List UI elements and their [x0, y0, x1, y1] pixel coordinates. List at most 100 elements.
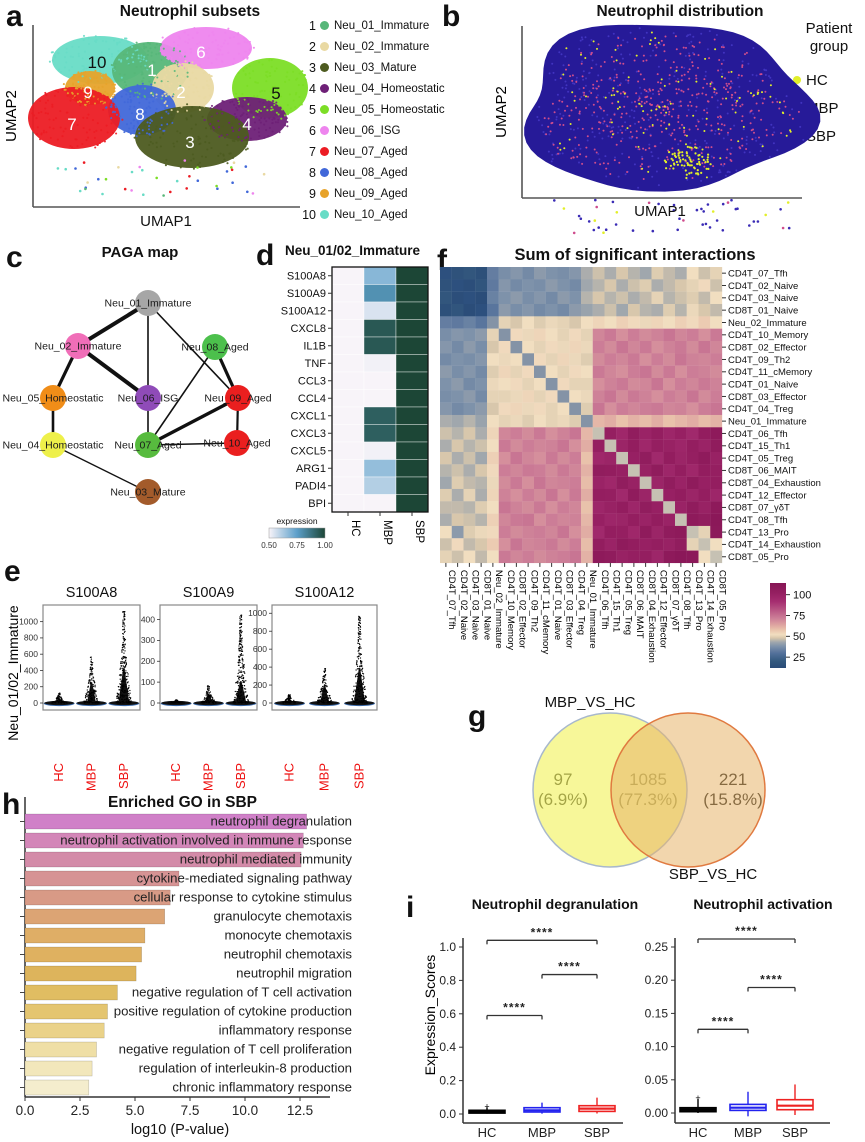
svg-text:monocyte chemotaxis: monocyte chemotaxis	[224, 928, 352, 943]
svg-text:MBP: MBP	[201, 763, 216, 791]
svg-text:0.25: 0.25	[645, 940, 669, 954]
svg-text:CD8T_06_MAIT: CD8T_06_MAIT	[634, 570, 645, 639]
neutrophil-subsets-legend: 1 Neu_01_Immature 2 Neu_02_Immature 3 Neu_03_…	[294, 15, 445, 225]
svg-text:CD4T_10_Memory: CD4T_10_Memory	[728, 330, 808, 341]
svg-text:negative regulation of T cell: negative regulation of T cell proliferat…	[119, 1042, 352, 1057]
svg-text:S100A8: S100A8	[66, 585, 118, 601]
svg-text:0.0: 0.0	[16, 1103, 35, 1118]
svg-text:400: 400	[24, 665, 38, 675]
svg-text:100: 100	[793, 589, 811, 601]
panel-letter-c: c	[6, 241, 23, 274]
panel-letter-e: e	[4, 555, 21, 588]
svg-text:neutrophil activation involved: neutrophil activation involved in immune…	[60, 833, 352, 848]
svg-text:400: 400	[253, 662, 267, 672]
svg-text:Neu_05_Homeostatic: Neu_05_Homeostatic	[3, 393, 104, 405]
svg-text:****: ****	[712, 1014, 735, 1028]
paga-map-plot: Neu_01_Immature Neu_02_Immature Neu_08_Age…	[3, 290, 272, 505]
svg-text:CD8T_05_Pro: CD8T_05_Pro	[716, 570, 727, 631]
svg-text:800: 800	[24, 633, 38, 643]
panel-c-title: PAGA map	[101, 244, 179, 261]
svg-text:MBP: MBP	[84, 763, 99, 791]
svg-text:HC: HC	[168, 763, 183, 782]
svg-text:CD4T_01_Naive: CD4T_01_Naive	[552, 570, 563, 640]
svg-text:CD4T_04_Treg: CD4T_04_Treg	[575, 570, 586, 635]
svg-text:200: 200	[141, 656, 155, 666]
legend-item: 4 Neu_04_Homeostatic	[309, 81, 445, 96]
svg-text:S100A12: S100A12	[295, 585, 355, 601]
svg-text:CD4T_14_Exhaustion: CD4T_14_Exhaustion	[705, 570, 716, 663]
svg-text:****: ****	[531, 925, 554, 939]
svg-text:1.00: 1.00	[317, 541, 333, 550]
panel-letter-i: i	[406, 891, 415, 924]
svg-text:400: 400	[141, 614, 155, 624]
legend-item: 6 Neu_06_ISG	[309, 123, 401, 138]
svg-text:0.0: 0.0	[439, 1107, 456, 1121]
svg-text:Neu_02_Immature: Neu_02_Immature	[493, 570, 504, 649]
panel-f-title: Sum of significant interactions	[514, 246, 756, 264]
svg-text:0.10: 0.10	[645, 1040, 669, 1054]
svg-text:IL1B: IL1B	[303, 340, 326, 352]
svg-text:3: 3	[185, 133, 194, 152]
legend-item: 7 Neu_07_Aged	[309, 144, 408, 159]
svg-text:Neu_01_Immature: Neu_01_Immature	[105, 298, 192, 310]
svg-text:UMAP2: UMAP2	[3, 90, 20, 142]
svg-text:SBP: SBP	[413, 520, 425, 543]
svg-text:CD8T_05_Pro: CD8T_05_Pro	[728, 552, 789, 563]
svg-text:CD4T_09_Th2: CD4T_09_Th2	[728, 355, 790, 366]
svg-text:0.75: 0.75	[289, 541, 305, 550]
umap-distribution-plot: UMAP1 UMAP2	[493, 24, 821, 235]
svg-text:Expression_Scores: Expression_Scores	[422, 955, 438, 1076]
svg-text:CD4T_03_Naive: CD4T_03_Naive	[470, 570, 481, 640]
svg-text:CD4T_13_Pro: CD4T_13_Pro	[728, 527, 789, 538]
svg-text:CCL4: CCL4	[298, 393, 326, 405]
svg-text:200: 200	[253, 680, 267, 690]
svg-text:S100A9: S100A9	[287, 288, 326, 300]
svg-text:600: 600	[24, 649, 38, 659]
legend-item: 3 Neu_03_Mature	[309, 60, 417, 75]
violin-plots: Neu_01/02_Immature S100A8 0 200 400 600 800 100…	[5, 585, 378, 791]
svg-text:+: +	[484, 1101, 489, 1111]
svg-text:****: ****	[735, 924, 758, 938]
svg-text:0: 0	[150, 698, 155, 708]
venn-left-set-label: MBP_VS_HC	[544, 694, 636, 711]
svg-text:Neu_04_Homeostatic: Neu_04_Homeostatic	[3, 440, 104, 452]
svg-text:CD4T_15_Th1: CD4T_15_Th1	[611, 570, 622, 632]
svg-text:CD4T_10_Memory: CD4T_10_Memory	[505, 570, 516, 650]
svg-text:CD4T_09_Th2: CD4T_09_Th2	[528, 570, 539, 632]
svg-text:HC: HC	[478, 1125, 497, 1140]
svg-text:CD4T_11_cMemory: CD4T_11_cMemory	[728, 367, 813, 378]
svg-text:6: 6	[196, 43, 205, 62]
svg-text:regulation of interleukin-8 pr: regulation of interleukin-8 production	[139, 1061, 352, 1076]
panel-letter-h: h	[2, 788, 21, 821]
svg-text:1: 1	[147, 61, 156, 80]
svg-text:BPI: BPI	[308, 498, 326, 510]
svg-text:+: +	[695, 1093, 700, 1103]
svg-text:S100A12: S100A12	[281, 305, 326, 317]
umap-subsets-plot: 10 9 1 6 2 8 5 7 4 3 UMAP1 UMAP2	[3, 25, 308, 230]
svg-text:800: 800	[253, 626, 267, 636]
svg-text:expression: expression	[276, 516, 317, 526]
legend-item: HC	[793, 66, 865, 94]
svg-text:UMAP1: UMAP1	[634, 203, 686, 220]
svg-text:MBP: MBP	[734, 1125, 762, 1140]
svg-text:****: ****	[558, 960, 581, 974]
svg-text:CD4T_01_Naive: CD4T_01_Naive	[728, 379, 798, 390]
patient-group-legend-title: Patient group	[805, 20, 853, 55]
immature-heatmap: S100A8 S100A9 S100A12 CXCL8 IL1B TNF CCL3 CCL4 C…	[261, 266, 429, 550]
svg-text:SBP: SBP	[782, 1125, 808, 1140]
svg-text:0.20: 0.20	[645, 973, 669, 987]
svg-text:****: ****	[760, 973, 783, 987]
score-boxplots: Expression_Scores 0.0 0.2 0.4 0.6 0.8 1.0 + HC MB…	[422, 924, 830, 1140]
svg-text:25: 25	[793, 652, 805, 664]
svg-text:100: 100	[141, 677, 155, 687]
panel-a-title: Neutrophil subsets	[119, 3, 261, 20]
svg-text:neutrophil mediated immunity: neutrophil mediated immunity	[180, 852, 353, 867]
svg-text:Neu_01/02_Immature: Neu_01/02_Immature	[5, 605, 21, 741]
svg-text:200: 200	[24, 682, 38, 692]
svg-text:cellular response to cytokine: cellular response to cytokine stimulus	[134, 890, 353, 905]
interactions-heatmap: CD4T_07_TfhCD4T_02_NaiveCD4T_03_NaiveCD8…	[440, 267, 821, 668]
svg-text:0.00: 0.00	[645, 1106, 669, 1120]
svg-text:CXCL3: CXCL3	[291, 428, 326, 440]
svg-text:CD4T_15_Th1: CD4T_15_Th1	[728, 441, 790, 452]
